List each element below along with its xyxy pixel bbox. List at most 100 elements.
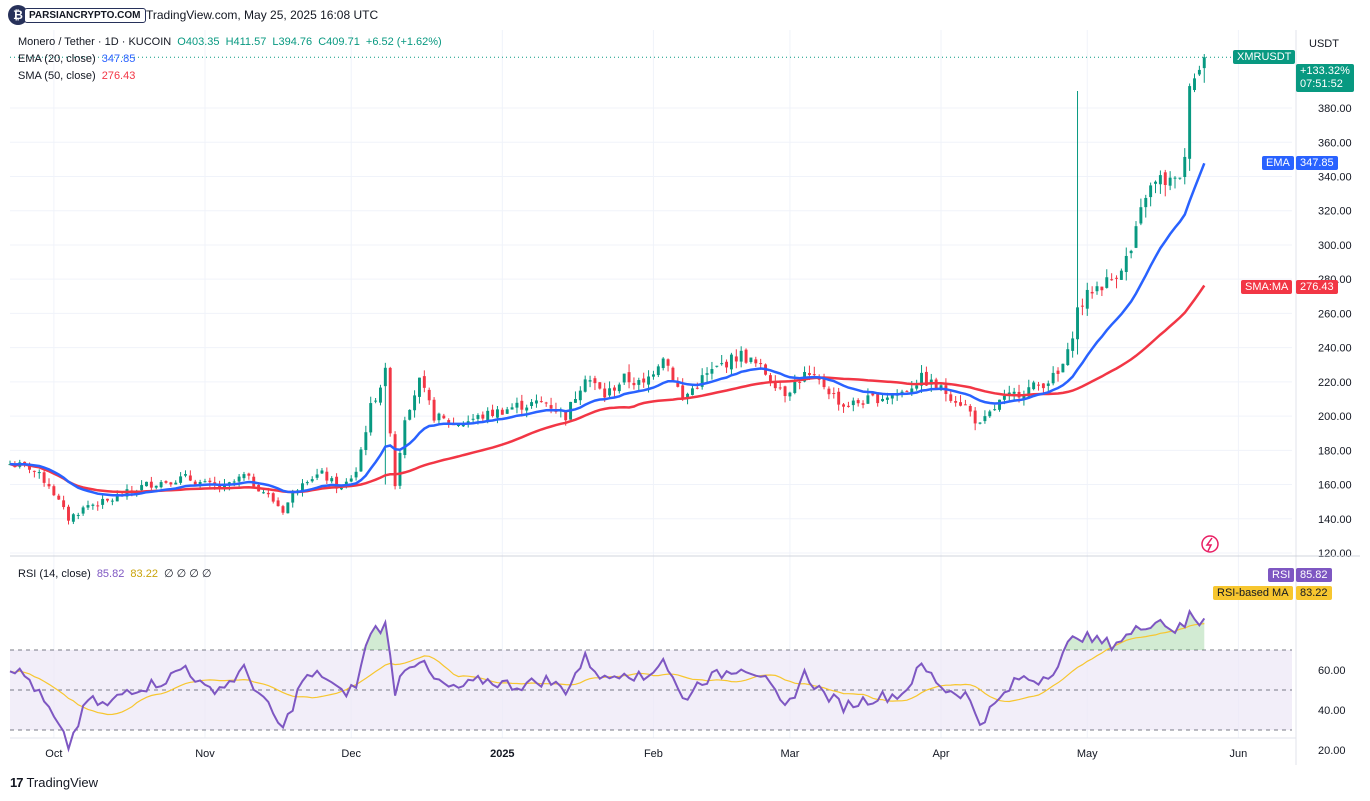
close-value: C409.71 — [318, 36, 360, 48]
candle — [905, 390, 909, 393]
candle — [315, 468, 319, 481]
candle — [330, 476, 334, 484]
candle — [1090, 286, 1094, 299]
candle — [656, 364, 660, 378]
candle — [954, 396, 958, 407]
price-pane[interactable]: 120.00 140.00 160.00 180.00 200.00 220.00 240.… — [10, 103, 1352, 560]
candle — [842, 402, 846, 413]
candle — [1129, 249, 1133, 259]
candle — [1041, 383, 1045, 394]
candle — [534, 394, 538, 408]
candle — [920, 365, 923, 393]
sma-legend: SMA (50, close) 276.43 — [18, 70, 138, 82]
candle — [978, 422, 982, 425]
candle — [651, 370, 655, 380]
candle — [242, 471, 246, 481]
publisher-bar: ₿ PARSIANCRYPTO.COM TradingView.com, May… — [0, 0, 1370, 30]
candle — [734, 349, 738, 369]
candle — [281, 504, 285, 515]
candle — [749, 357, 753, 364]
rsi-legend-value: 85.82 — [96, 568, 125, 580]
candle — [768, 372, 772, 387]
candle — [1061, 363, 1065, 373]
candle — [1056, 367, 1060, 382]
candle — [554, 402, 558, 414]
candle — [1100, 286, 1104, 297]
candle — [164, 480, 168, 484]
ema-tag: EMA — [1262, 156, 1294, 170]
candle — [1202, 54, 1206, 83]
candle — [510, 403, 514, 410]
candle — [973, 407, 977, 431]
candle — [968, 404, 972, 417]
rsi-tick-label: 20.00 — [1318, 745, 1346, 757]
candle — [218, 480, 222, 493]
candle — [832, 387, 836, 399]
candles — [8, 54, 1206, 525]
candle — [783, 385, 787, 403]
candle — [876, 393, 880, 407]
time-axis[interactable]: Oct Nov Dec 2025 Feb Mar Apr May Jun — [45, 30, 1247, 760]
candle — [500, 407, 504, 415]
candle — [42, 469, 46, 487]
candle — [851, 397, 855, 412]
candle — [47, 478, 51, 489]
price-tick-label: 160.00 — [1318, 480, 1352, 492]
candle — [62, 495, 66, 510]
candle — [637, 377, 641, 392]
tradingview-brand-text: TradingView — [26, 775, 99, 790]
rsi-tick-label: 60.00 — [1318, 665, 1346, 677]
candle — [1149, 182, 1153, 207]
price-tick-label: 220.00 — [1318, 377, 1352, 389]
price-tick-label: 340.00 — [1318, 172, 1352, 184]
candle — [1173, 176, 1177, 189]
candle — [57, 493, 61, 500]
candle — [1144, 194, 1148, 218]
countdown-text: 07:51:52 — [1300, 78, 1343, 90]
candle — [1154, 180, 1157, 194]
rsi-pane[interactable]: 20.00 40.00 60.00 — [9, 608, 1346, 757]
candle — [154, 485, 158, 490]
candle — [193, 479, 197, 485]
candle — [700, 368, 704, 390]
change-value: +6.52 (+1.62%) — [365, 36, 442, 48]
candle — [413, 390, 417, 418]
candle — [466, 415, 470, 428]
currency-label[interactable]: USDT — [1309, 38, 1339, 50]
tradingview-logo-icon: 17 — [10, 775, 24, 790]
candle — [612, 385, 616, 397]
candle — [159, 480, 163, 489]
candle — [1139, 198, 1143, 226]
candle — [184, 470, 187, 478]
candle — [988, 409, 992, 418]
candle — [310, 476, 314, 483]
time-tick-label: Oct — [45, 748, 62, 760]
alert-lightning-icon[interactable] — [1201, 535, 1219, 553]
candle — [101, 494, 105, 509]
candle — [247, 472, 251, 480]
candle — [369, 396, 373, 436]
candle — [442, 413, 446, 420]
tradingview-footer: 17 TradingView — [10, 775, 98, 790]
candle — [286, 502, 290, 514]
candle — [71, 513, 75, 525]
candle — [383, 362, 387, 485]
candle — [301, 479, 304, 497]
candle — [106, 498, 109, 503]
candle — [812, 366, 816, 377]
rsi-extra-values: ∅ ∅ ∅ ∅ — [164, 568, 212, 580]
candle — [169, 481, 173, 487]
candle — [359, 447, 363, 472]
open-value: O403.35 — [177, 36, 220, 48]
candle — [1080, 298, 1084, 316]
candle — [86, 500, 90, 510]
candle — [520, 394, 524, 417]
candle — [1183, 148, 1187, 185]
candle — [1163, 169, 1167, 197]
symbol-tag: XMRUSDT — [1233, 50, 1296, 64]
rsi-ma-legend-value: 83.22 — [130, 568, 158, 580]
publisher-badge-text: PARSIANCRYPTO.COM — [24, 7, 146, 23]
published-line: TradingView.com, May 25, 2025 16:08 UTC — [146, 8, 379, 22]
high-value: H411.57 — [225, 36, 267, 48]
